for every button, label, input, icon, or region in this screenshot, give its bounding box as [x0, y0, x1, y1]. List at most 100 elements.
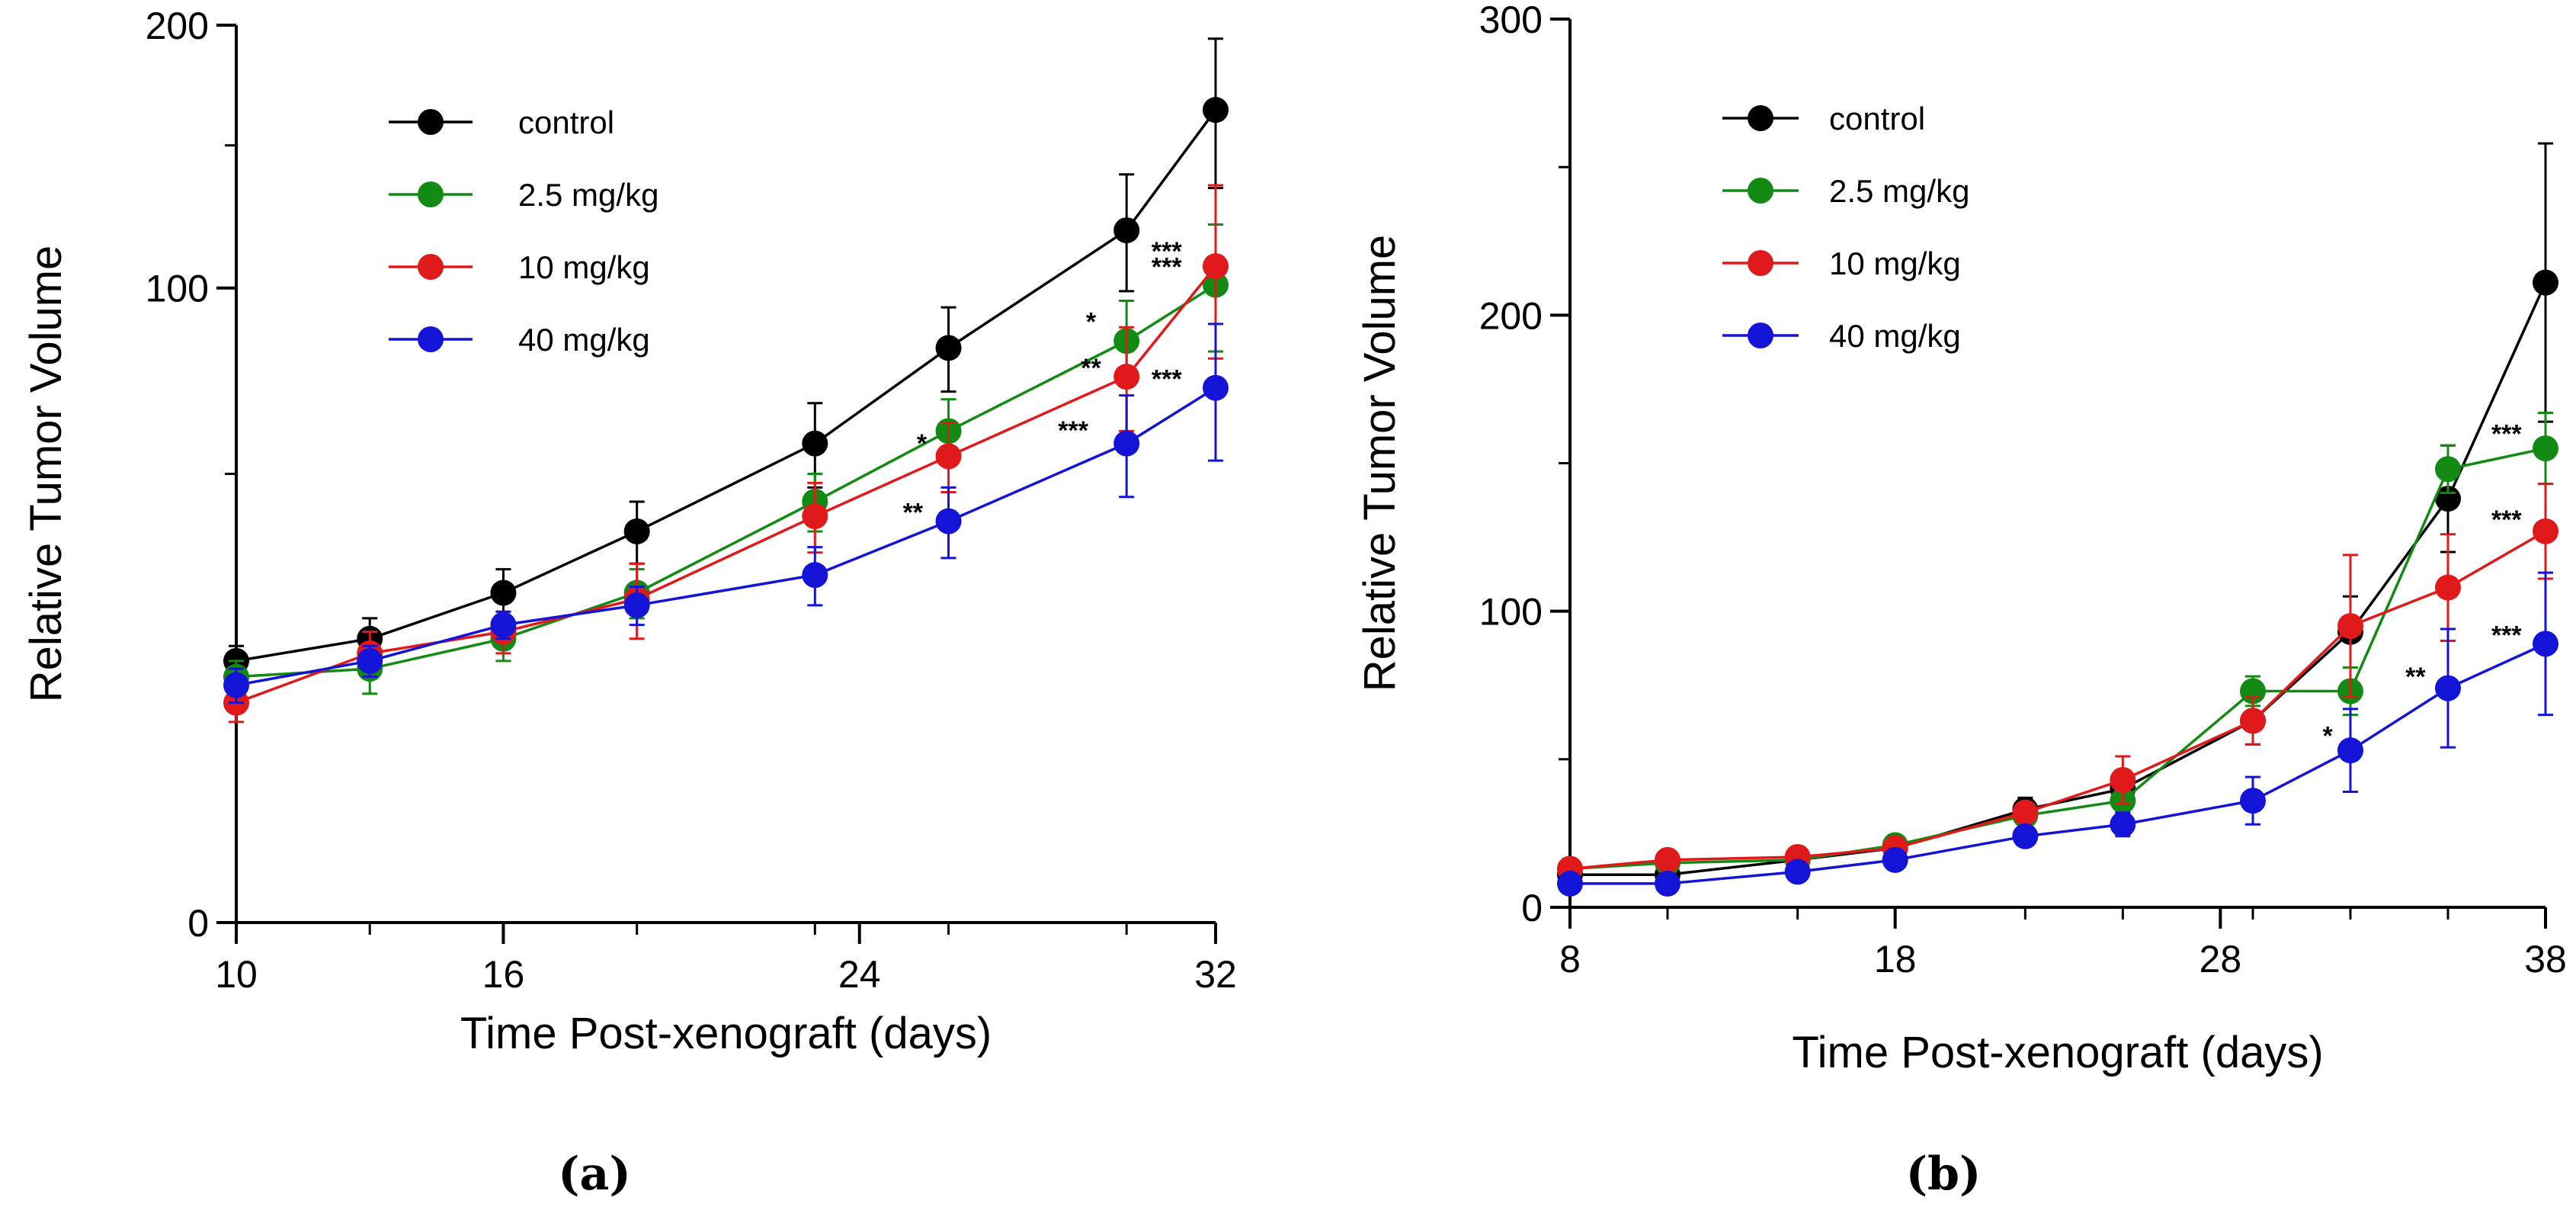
- data-point: [623, 518, 650, 544]
- data-point: [935, 508, 962, 534]
- data-point: [2533, 631, 2558, 657]
- series-10: [223, 184, 1229, 724]
- x-tick-label: 28: [2200, 938, 2242, 980]
- data-point: [1203, 374, 1229, 401]
- y-axis-label: Relative Tumor Volume: [1355, 235, 1405, 692]
- series-line: [1570, 642, 2546, 885]
- data-point: [1203, 97, 1229, 124]
- series-control: [223, 37, 1229, 679]
- legend-marker: [418, 181, 444, 207]
- significance-marker: *: [917, 429, 928, 458]
- significance-marker: ***: [1058, 416, 1088, 445]
- data-point: [1203, 253, 1229, 280]
- x-axis-label: Time Post-xenograft (days): [460, 1009, 992, 1058]
- data-point: [1655, 846, 1680, 873]
- x-tick-label: 32: [1194, 953, 1237, 996]
- data-point: [1557, 870, 1583, 897]
- data-point: [2012, 823, 2039, 849]
- legend-marker: [418, 326, 444, 352]
- significance-marker: ***: [2491, 419, 2522, 448]
- series-40: [1557, 571, 2558, 897]
- data-point: [1113, 430, 1140, 457]
- x-tick-label: 16: [482, 953, 525, 996]
- panel-a: 0 100 200 10 16 24 32 Time Post-xenograft (days…: [21, 5, 1237, 1201]
- data-point: [1882, 846, 1908, 873]
- legend-label: 2.5 mg/kg: [518, 177, 658, 213]
- x-axis-label: Time Post-xenograft (days): [1792, 1028, 2323, 1077]
- y-tick-label: 300: [1479, 0, 1543, 41]
- series-line: [1569, 447, 2546, 871]
- y-tick-label: 100: [1479, 591, 1543, 634]
- series-40: [223, 323, 1229, 704]
- data-point: [1113, 364, 1140, 390]
- data-point: [490, 579, 517, 606]
- significance-marker: ***: [1152, 252, 1182, 281]
- significance-marker: **: [903, 499, 924, 528]
- legend-label: 40 mg/kg: [1829, 318, 1961, 354]
- data-point: [2533, 435, 2558, 462]
- significance-marker: ***: [1152, 237, 1182, 266]
- legend-label: 10 mg/kg: [518, 249, 650, 285]
- series-2.5: [223, 223, 1229, 695]
- panel-b: 0 100 200 300 8 18 28 38 Time Post-xenograft (da…: [1355, 0, 2567, 1201]
- data-point: [1113, 217, 1140, 244]
- legend-label: control: [1829, 101, 1925, 136]
- series-line: [1569, 530, 2546, 871]
- legend: control 2.5 mg/kg 10 mg/kg 40 mg/kg: [1722, 101, 1969, 354]
- panel-label: (a): [558, 1147, 631, 1201]
- legend-marker: [1748, 105, 1773, 131]
- series-line: [235, 265, 1217, 704]
- series-line: [235, 387, 1216, 687]
- x-tick-label: 8: [1559, 938, 1581, 980]
- series-2.5: [1557, 411, 2558, 882]
- panel-label: (b): [1906, 1147, 1982, 1201]
- y-axis-label: Relative Tumor Volume: [21, 246, 71, 703]
- data-point: [2110, 811, 2136, 838]
- data-point: [2435, 675, 2461, 701]
- legend-marker: [418, 254, 444, 280]
- data-point: [1784, 859, 1811, 885]
- significance-marker: *: [1086, 308, 1097, 337]
- legend-marker: [418, 109, 444, 135]
- data-point: [623, 592, 650, 618]
- significance-marker: *: [2323, 721, 2334, 750]
- legend-label: 10 mg/kg: [1829, 246, 1961, 281]
- data-point: [2240, 708, 2266, 734]
- series-line: [1570, 281, 2547, 877]
- legend-label: 2.5 mg/kg: [1829, 173, 1969, 209]
- data-point: [223, 672, 249, 698]
- data-point: [2110, 767, 2136, 794]
- y-tick-label: 200: [146, 5, 209, 47]
- data-point: [802, 503, 828, 530]
- x-tick-label: 18: [1874, 938, 1917, 980]
- legend-marker: [1748, 323, 1773, 348]
- series-line: [235, 109, 1217, 663]
- legend-marker: [1748, 250, 1773, 276]
- y-tick-label: 100: [146, 268, 209, 310]
- legend-label: 40 mg/kg: [518, 322, 650, 358]
- significance-marker: ***: [1152, 365, 1182, 394]
- data-point: [2435, 456, 2461, 483]
- data-point: [357, 647, 383, 674]
- data-point: [2533, 518, 2558, 544]
- data-point: [490, 611, 517, 638]
- data-point: [2533, 269, 2558, 296]
- series-control: [1557, 142, 2558, 888]
- data-point: [2012, 799, 2039, 826]
- legend-label: control: [518, 104, 614, 140]
- data-point: [2337, 613, 2363, 640]
- data-point: [2435, 574, 2461, 601]
- data-point: [2240, 788, 2266, 814]
- legend: control 2.5 mg/kg 10 mg/kg 40 mg/kg: [389, 104, 658, 358]
- significance-marker: **: [1081, 354, 1101, 383]
- x-tick-label: 10: [215, 953, 258, 996]
- x-tick-label: 24: [838, 953, 881, 996]
- data-point: [935, 443, 962, 470]
- x-tick-label: 38: [2524, 938, 2567, 980]
- data-point: [1655, 870, 1680, 897]
- significance-marker: ***: [2491, 621, 2522, 650]
- data-point: [935, 335, 962, 361]
- data-point: [2337, 737, 2363, 764]
